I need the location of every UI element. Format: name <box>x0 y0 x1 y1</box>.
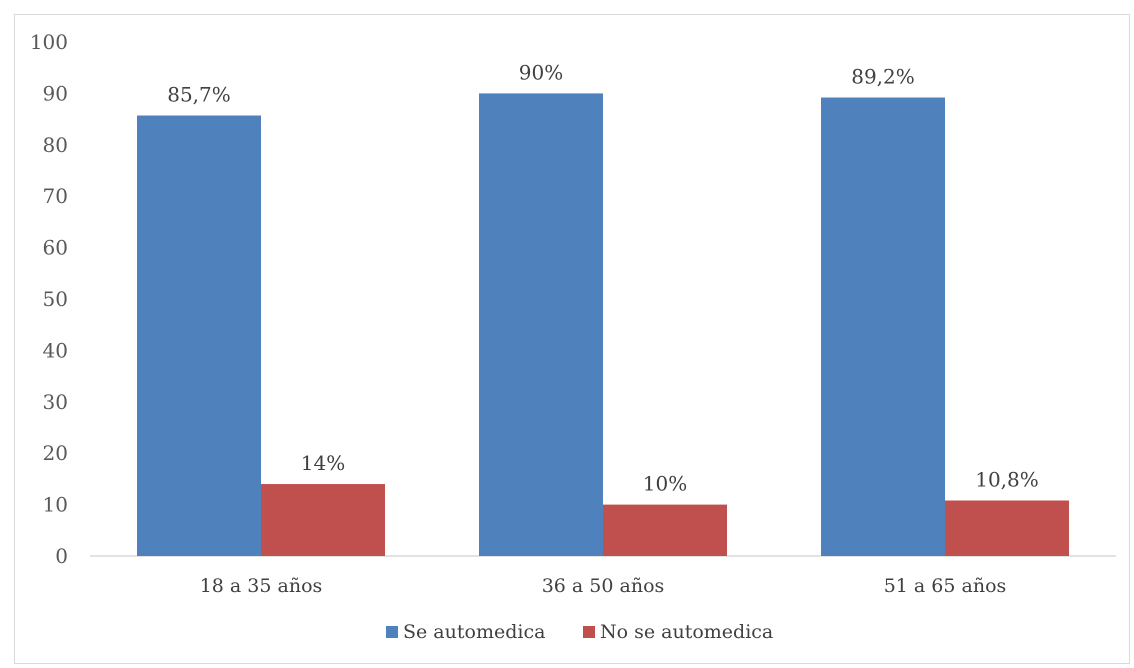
y-tick-label: 40 <box>43 338 68 362</box>
y-tick-label: 30 <box>43 390 68 414</box>
data-label: 89,2% <box>851 65 915 89</box>
data-label: 14% <box>301 451 345 475</box>
y-tick-label: 50 <box>43 287 68 311</box>
data-label: 10% <box>643 472 687 496</box>
y-axis: 0 10 20 30 40 50 60 70 80 90 100 <box>30 30 68 568</box>
x-tick-label: 18 a 35 años <box>200 575 323 597</box>
data-label: 90% <box>519 60 563 84</box>
bar-se-automedica <box>137 115 261 556</box>
data-label: 85,7% <box>167 83 231 107</box>
y-tick-label: 20 <box>43 441 68 465</box>
bars-group <box>137 93 1069 557</box>
legend-swatch <box>583 626 595 638</box>
data-labels-group: 85,7% 14% 90% 10% 89,2% 10,8% <box>167 60 1039 495</box>
bar-no-se-automedica <box>603 504 727 556</box>
legend-label: No se automedica <box>600 621 773 643</box>
y-tick-label: 90 <box>43 81 68 105</box>
y-tick-label: 100 <box>30 30 68 54</box>
bar-se-automedica <box>479 93 603 557</box>
x-tick-label: 51 a 65 años <box>884 575 1007 597</box>
x-axis: 18 a 35 años 36 a 50 años 51 a 65 años <box>200 575 1007 597</box>
legend: Se automedica No se automedica <box>386 621 773 643</box>
y-tick-label: 70 <box>43 184 68 208</box>
y-tick-label: 10 <box>43 493 68 517</box>
legend-swatch <box>386 626 398 638</box>
x-tick-label: 36 a 50 años <box>542 575 665 597</box>
bar-se-automedica <box>821 97 945 557</box>
y-tick-label: 0 <box>55 544 68 568</box>
legend-label: Se automedica <box>403 621 545 643</box>
y-tick-label: 80 <box>43 133 68 157</box>
data-label: 10,8% <box>975 467 1039 491</box>
bar-no-se-automedica <box>945 500 1069 556</box>
y-tick-label: 60 <box>43 236 68 260</box>
bar-no-se-automedica <box>261 484 385 556</box>
